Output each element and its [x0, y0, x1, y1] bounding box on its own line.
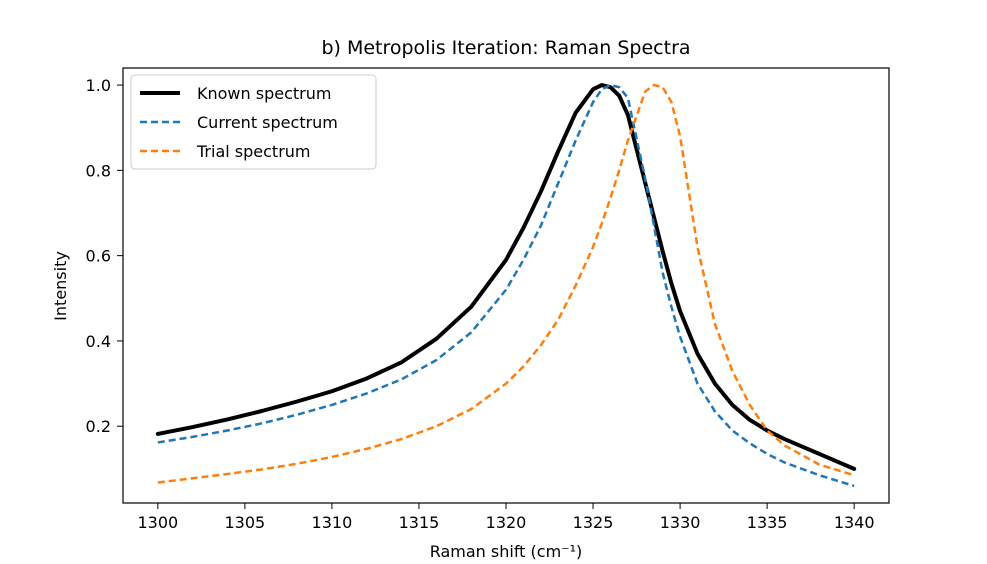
chart-title: b) Metropolis Iteration: Raman Spectra	[321, 37, 690, 59]
x-axis-label: Raman shift (cm⁻¹)	[430, 542, 583, 561]
x-tick-label: 1305	[225, 513, 266, 532]
series-line-current-spectrum	[157, 83, 855, 488]
y-axis: 0.2 0.4 0.6 0.8 1.0	[86, 76, 123, 436]
x-tick-label: 1320	[486, 513, 527, 532]
legend-box	[130, 74, 377, 170]
series-line-trial-spectrum	[157, 83, 855, 484]
x-tick-label: 1330	[660, 513, 701, 532]
legend-label-known: Known spectrum	[197, 84, 331, 103]
y-tick-label: 0.8	[86, 161, 111, 180]
series-layer	[155, 83, 857, 488]
y-tick-label: 1.0	[86, 76, 111, 95]
legend-label-current: Current spectrum	[197, 113, 338, 132]
y-tick-label: 0.6	[86, 247, 111, 266]
x-tick-label: 1315	[399, 513, 440, 532]
x-tick-label: 1325	[573, 513, 614, 532]
x-tick-label: 1300	[137, 513, 178, 532]
legend-label-trial: Trial spectrum	[196, 142, 311, 161]
x-tick-label: 1310	[312, 513, 353, 532]
series-line-known-spectrum	[155, 83, 857, 471]
y-tick-label: 0.4	[86, 332, 111, 351]
x-axis: 1300 1305 1310 1315 1320 1325 1330 1335 1340	[137, 503, 875, 532]
y-axis-label: Intensity	[51, 251, 70, 321]
y-tick-label: 0.2	[86, 417, 111, 436]
legend: Known spectrum Current spectrum Trial sp…	[130, 74, 377, 170]
x-tick-label: 1335	[747, 513, 788, 532]
x-tick-label: 1340	[834, 513, 875, 532]
